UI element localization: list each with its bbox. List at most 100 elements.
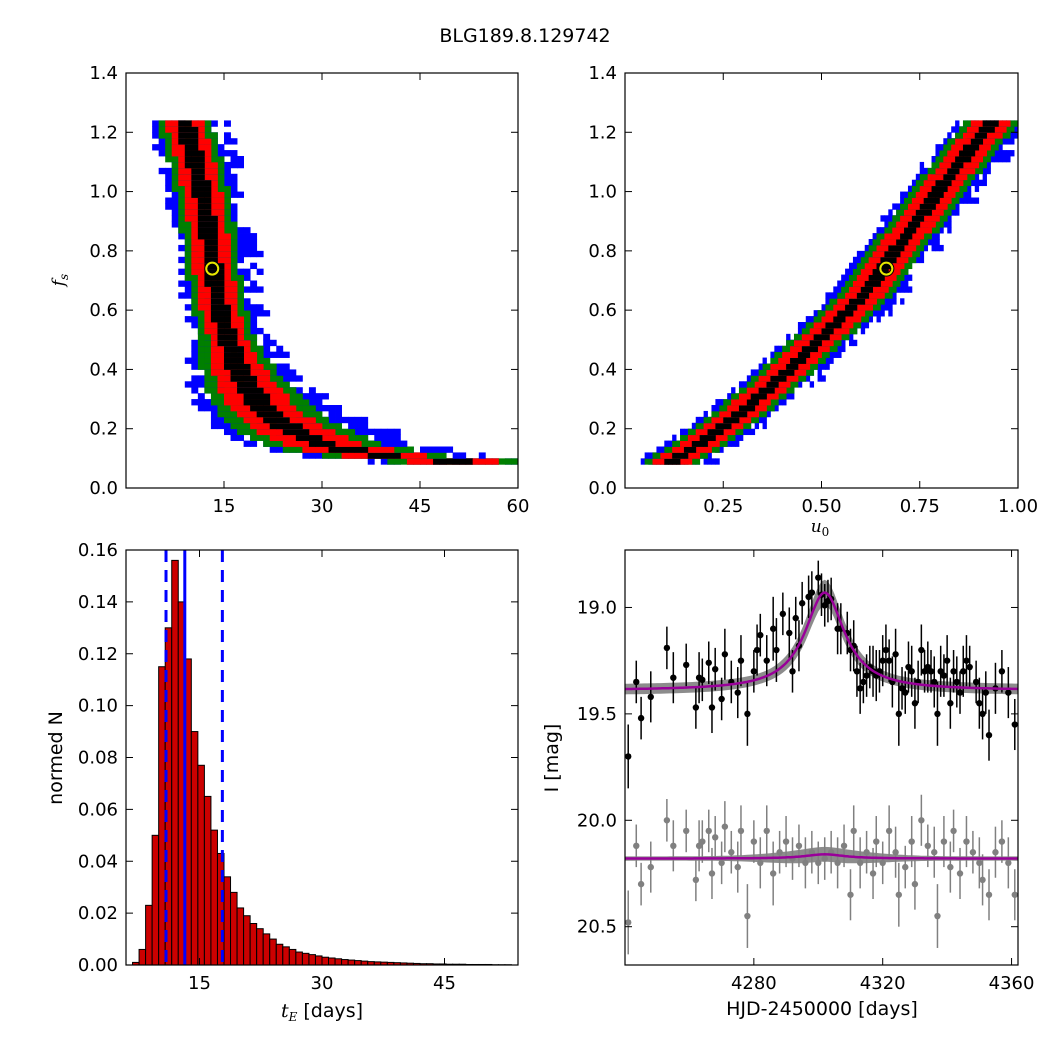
tl-cell-red [341, 440, 349, 447]
tr-cell-green [888, 292, 893, 299]
tr-cell-blue [947, 221, 952, 228]
tr-cell-green [817, 310, 822, 317]
tr-cell-blue [876, 227, 881, 234]
tr-cell-green [904, 197, 909, 204]
tl-cell-green [237, 286, 244, 293]
tr-cell-green [990, 144, 995, 151]
tr-cell-black [915, 221, 921, 228]
tr-cell-black [687, 446, 693, 453]
tl-cell-black [204, 256, 212, 264]
tr-cell-blue [683, 428, 689, 436]
tl-cell-green [217, 167, 225, 175]
tr-cell-blue [998, 156, 1003, 163]
tr-cell-red [825, 345, 830, 353]
tl-cell-red [204, 144, 212, 151]
tr-cell-red [978, 150, 984, 157]
tr-cell-red [817, 351, 822, 358]
tr-cell-red [750, 410, 756, 418]
tr-cell-red [778, 363, 783, 370]
tl-cell-green [230, 416, 238, 424]
tr-cell-blue [1006, 150, 1011, 157]
tr-cell-blue [770, 351, 775, 358]
tr-cell-black [703, 434, 708, 441]
data-point [753, 646, 761, 654]
tl-cell-red [171, 132, 179, 139]
data-point [699, 676, 706, 684]
tr-cell-red [723, 410, 728, 418]
tl-cell-black [217, 316, 225, 323]
tr-cell-green [774, 399, 779, 406]
tr-cell-red [856, 304, 862, 311]
tr-cell-red [849, 292, 854, 299]
tr-cell-blue [1002, 138, 1007, 145]
tl-cell-black [191, 161, 199, 169]
tr-cell-green [766, 363, 771, 370]
tr-cell-red [797, 369, 803, 376]
tr-cell-red [793, 339, 799, 347]
data-point [757, 631, 764, 639]
tr-cell-green [962, 185, 968, 192]
tr-cell-blue [935, 244, 940, 252]
tr-cell-green [943, 144, 948, 151]
tr-cell-green [1014, 120, 1019, 127]
tr-cell-red [687, 458, 693, 465]
tr-cell-blue [904, 191, 909, 198]
tl-cell-blue [171, 221, 179, 228]
tr-cell-green [774, 351, 779, 358]
tl-cell-black [217, 339, 225, 347]
tl-cell-green [250, 434, 258, 441]
tr-cell-blue [817, 369, 822, 376]
tl-cell-blue [230, 215, 238, 222]
tl-cell-blue [165, 203, 173, 210]
tl-cell-red [197, 256, 205, 264]
tl-cell-blue [276, 345, 284, 353]
tl-cell-blue [250, 244, 258, 252]
tl-cell-green [322, 416, 329, 424]
tl-cell-green [341, 428, 349, 436]
tr-cell-black [959, 156, 964, 163]
tr-cell-blue [849, 333, 854, 341]
tl-cell-red [472, 458, 480, 465]
tr-cell-blue [966, 197, 972, 204]
tl-cell-red [224, 262, 231, 270]
tr-cell-blue [884, 298, 889, 305]
tr-cell-green [758, 410, 763, 418]
tl-cell-red [230, 310, 238, 317]
tl-cell-green [191, 304, 199, 311]
tl-cell-green [197, 327, 205, 335]
tr-cell-blue [919, 256, 925, 264]
tr-cell-black [683, 446, 689, 453]
tl-cell-green [197, 345, 205, 353]
tr-cell-red [805, 357, 811, 364]
tr-cell-black [951, 167, 956, 175]
tr-cell-green [797, 375, 803, 382]
tl-cell-blue [250, 250, 258, 258]
tl-cell-black [197, 233, 205, 240]
tl-cell-blue [315, 405, 323, 412]
tr-cell-red [935, 203, 940, 210]
tr-cell-green [719, 405, 724, 412]
tr-cell-red [919, 221, 925, 228]
tr-cell-black [876, 262, 881, 270]
tr-cell-black [715, 422, 720, 430]
tl-cell-black [237, 369, 244, 376]
tl-cell-green [335, 422, 342, 430]
tr-cell-green [986, 156, 991, 163]
tr-cell-black [672, 458, 677, 465]
tr-cell-blue [947, 215, 952, 222]
tr-cell-red [959, 167, 964, 175]
tl-y-tick-label: 0.2 [89, 419, 118, 440]
tl-cell-green [322, 422, 329, 430]
tl-cell-black [250, 375, 258, 382]
tr-cell-black [758, 387, 763, 394]
tr-cell-blue [660, 446, 665, 453]
tr-cell-green [892, 221, 897, 228]
tl-cell-blue [335, 410, 342, 418]
tr-cell-green [864, 310, 870, 317]
tl-cell-red [269, 393, 277, 400]
tr-cell-black [962, 144, 968, 151]
tr-cell-green [750, 381, 756, 388]
tl-cell-blue [237, 191, 244, 198]
tr-cell-blue [845, 268, 850, 275]
tr-cell-green [959, 132, 964, 139]
